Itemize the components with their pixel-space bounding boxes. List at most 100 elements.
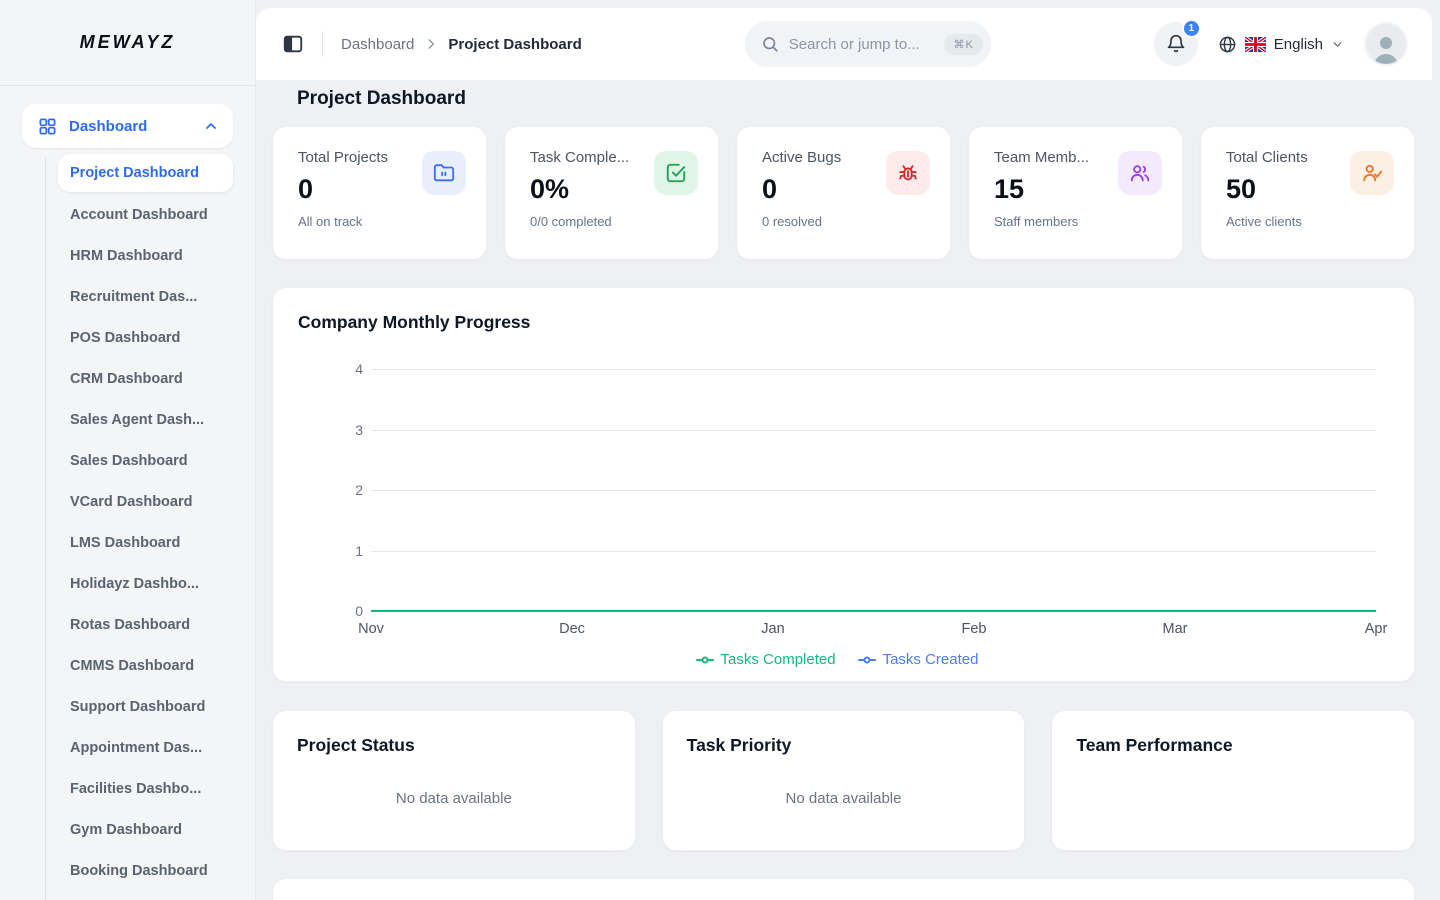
stat-value: 15 — [994, 174, 1025, 204]
empty-state-text: No data available — [785, 790, 902, 807]
panel-title: Team Performance — [1076, 735, 1233, 755]
sidebar-item-holidayz-dashboard[interactable]: Holidayz Dashbo... — [70, 575, 199, 592]
bell-icon — [1166, 34, 1186, 54]
sidebar-item-crm-dashboard[interactable]: CRM Dashboard — [70, 370, 183, 387]
stat-value: 0% — [530, 174, 570, 204]
chart-plot: 4 3 2 1 0 — [355, 361, 1376, 619]
language-selector[interactable]: English — [1218, 35, 1344, 54]
x-axis-tick: Nov — [358, 621, 384, 637]
stat-caption: 0/0 completed — [530, 214, 612, 229]
empty-state-text: No data available — [395, 790, 512, 807]
users-icon — [1118, 151, 1162, 195]
breadcrumb-parent[interactable]: Dashboard — [341, 35, 415, 53]
sidebar-item-cmms-dashboard[interactable]: CMMS Dashboard — [70, 657, 195, 674]
sidebar-item-sales-dashboard[interactable]: Sales Dashboard — [70, 452, 188, 469]
legend-label: Tasks Completed — [720, 651, 836, 668]
stat-label: Active Bugs — [762, 149, 842, 166]
tree-line — [45, 158, 46, 900]
search-input[interactable] — [788, 35, 945, 53]
uk-flag-icon — [1244, 36, 1266, 52]
sidebar-nav: Dashboard Project Dashboard Account Dash… — [0, 86, 255, 900]
x-axis-tick: Dec — [559, 621, 585, 637]
stat-caption: Staff members — [994, 214, 1079, 229]
sidebar-item-dashboard[interactable]: Dashboard — [22, 104, 233, 148]
sidebar-toggle-button[interactable] — [282, 33, 304, 55]
stats-row: Total Projects 0 All on track Task Compl… — [272, 126, 1415, 260]
sidebar-item-lms-dashboard[interactable]: LMS Dashboard — [70, 534, 181, 551]
sidebar-item-label: Dashboard — [69, 117, 148, 135]
y-axis-tick: 1 — [355, 542, 363, 559]
check-square-icon — [654, 151, 698, 195]
stat-label: Team Memb... — [994, 149, 1090, 166]
notification-count-badge: 1 — [1181, 19, 1201, 38]
folder-icon — [422, 151, 466, 195]
stat-card-total-projects: Total Projects 0 All on track — [272, 126, 487, 260]
chart-x-axis: Nov Dec Jan Feb Mar Apr — [358, 619, 1387, 641]
sidebar-item-recruitment-dashboard[interactable]: Recruitment Das... — [70, 288, 198, 305]
notifications-button[interactable]: 1 — [1153, 19, 1201, 66]
stat-value: 0 — [298, 174, 314, 204]
y-axis-tick: 3 — [355, 421, 363, 438]
logo-container: MEWAYZ — [0, 0, 255, 86]
header-actions: 1 Engli — [1153, 19, 1408, 66]
y-axis-tick: 0 — [355, 603, 363, 619]
breadcrumb-current: Project Dashboard — [448, 35, 582, 53]
stat-label: Total Clients — [1226, 149, 1308, 166]
stat-card-task-completion: Task Comple... 0% 0/0 completed — [504, 126, 719, 260]
panel-team-performance: Team Performance — [1051, 710, 1416, 851]
content-area: Project Dashboard Total Projects 0 All o… — [256, 80, 1432, 900]
sidebar-item-hrm-dashboard[interactable]: HRM Dashboard — [70, 247, 183, 264]
sidebar-item-gym-dashboard[interactable]: Gym Dashboard — [70, 821, 182, 838]
panel-title: Project Status — [297, 735, 415, 755]
user-check-icon — [1350, 151, 1394, 195]
partial-card — [272, 878, 1415, 900]
stat-card-team-members: Team Memb... 15 Staff members — [968, 126, 1183, 260]
chart-title: Company Monthly Progress — [298, 312, 531, 332]
main-area: Dashboard Project Dashboard ⌘K — [256, 0, 1440, 900]
globe-icon — [1218, 35, 1237, 54]
stat-caption: 0 resolved — [762, 214, 822, 229]
panel-task-priority: Task Priority No data available — [661, 710, 1026, 851]
brand-logo: MEWAYZ — [79, 32, 176, 52]
panels-row: Project Status No data available Task Pr… — [272, 710, 1416, 851]
bug-icon — [886, 151, 930, 195]
chevron-down-icon — [1331, 38, 1344, 51]
sidebar-item-project-dashboard[interactable]: Project Dashboard — [58, 154, 233, 192]
sidebar-item-support-dashboard[interactable]: Support Dashboard — [70, 698, 206, 715]
sidebar-submenu: Project Dashboard Account Dashboard HRM … — [22, 154, 233, 900]
stat-label: Task Comple... — [530, 149, 630, 166]
legend-item[interactable]: Tasks Completed — [695, 651, 836, 668]
stat-card-active-bugs: Active Bugs 0 0 resolved — [736, 126, 951, 260]
sidebar-item-sales-agent-dashboard[interactable]: Sales Agent Dash... — [70, 411, 205, 428]
sidebar-item-account-dashboard[interactable]: Account Dashboard — [70, 206, 208, 223]
sidebar-item-vcard-dashboard[interactable]: VCard Dashboard — [70, 493, 193, 510]
search-bar[interactable]: ⌘K — [744, 21, 991, 67]
sidebar-item-appointment-dashboard[interactable]: Appointment Das... — [70, 739, 203, 756]
stat-value: 50 — [1226, 174, 1257, 204]
sidebar: MEWAYZ Dashboard Project Dashboard Accou… — [0, 0, 256, 900]
page-title: Project Dashboard — [297, 88, 466, 109]
search-icon — [761, 35, 779, 53]
chevron-right-icon — [424, 37, 438, 51]
legend-item[interactable]: Tasks Created — [857, 651, 979, 668]
user-avatar[interactable] — [1364, 22, 1408, 66]
sidebar-item-rotas-dashboard[interactable]: Rotas Dashboard — [70, 616, 191, 633]
y-axis-tick: 2 — [355, 482, 363, 498]
x-axis-tick: Mar — [1162, 621, 1188, 637]
panel-project-status: Project Status No data available — [272, 710, 636, 851]
header-divider — [322, 31, 323, 57]
sidebar-item-facilities-dashboard[interactable]: Facilities Dashbo... — [70, 780, 202, 797]
stat-label: Total Projects — [298, 149, 389, 166]
stat-card-total-clients: Total Clients 50 Active clients — [1200, 126, 1415, 260]
sidebar-item-booking-dashboard[interactable]: Booking Dashboard — [70, 862, 208, 879]
language-label: English — [1273, 35, 1323, 53]
x-axis-tick: Apr — [1364, 621, 1388, 637]
stat-caption: Active clients — [1226, 214, 1302, 229]
sidebar-item-pos-dashboard[interactable]: POS Dashboard — [70, 329, 181, 346]
breadcrumb: Dashboard Project Dashboard — [341, 36, 582, 53]
chart-legend: Tasks Completed Tasks Created — [298, 651, 1376, 668]
chevron-up-icon — [203, 118, 219, 134]
legend-label: Tasks Created — [882, 651, 979, 668]
panel-left-icon — [282, 33, 304, 55]
x-axis-tick: Feb — [961, 621, 987, 637]
